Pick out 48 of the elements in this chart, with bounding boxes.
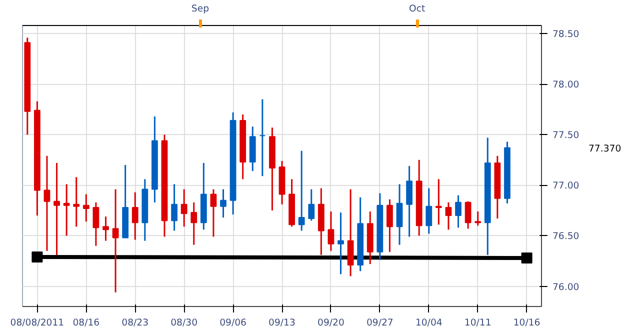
x-tick-label: 09/20 bbox=[318, 318, 344, 328]
candlestick bbox=[112, 188, 119, 294]
candlestick bbox=[328, 210, 334, 252]
y-tick-label: 78.50 bbox=[552, 29, 580, 40]
candlestick bbox=[220, 188, 226, 218]
x-tick-label: 10/16 bbox=[513, 318, 540, 328]
candlestick bbox=[180, 188, 188, 228]
candlestick bbox=[435, 178, 442, 226]
candlestick bbox=[406, 165, 412, 238]
x-tick-label: 08/16 bbox=[72, 318, 100, 328]
candlestick bbox=[386, 198, 393, 253]
x2-tick-label: Oct bbox=[409, 4, 426, 14]
candlestick bbox=[396, 183, 403, 246]
candlestick bbox=[298, 150, 305, 232]
candlestick bbox=[82, 194, 90, 222]
candlestick bbox=[474, 210, 482, 226]
candlestick bbox=[171, 183, 178, 232]
candlestick bbox=[455, 194, 462, 228]
candlestick bbox=[102, 216, 109, 242]
candlestick bbox=[54, 162, 60, 256]
candlestick bbox=[426, 187, 432, 234]
x-tick-label: 10/04 bbox=[415, 318, 442, 328]
x-tick-label: 08/30 bbox=[170, 318, 198, 328]
x2-tick-label: Sep bbox=[191, 4, 210, 14]
candlestick bbox=[464, 200, 472, 230]
x-tick-label: 09/06 bbox=[220, 318, 247, 328]
candlestick bbox=[190, 202, 198, 246]
y-tick-label: 76.50 bbox=[552, 231, 580, 242]
candlestick bbox=[210, 188, 217, 238]
x-tick-label: 09/27 bbox=[366, 318, 394, 328]
y-tick-label: 78.00 bbox=[552, 80, 580, 91]
text: 77.370 bbox=[588, 143, 622, 154]
candlestick bbox=[259, 98, 266, 177]
candlestick bbox=[338, 212, 344, 275]
x-tick-label: 08/23 bbox=[122, 318, 149, 328]
x-tick-label: 08/08/2011 bbox=[10, 318, 64, 328]
candlestick bbox=[63, 183, 70, 236]
candlestick bbox=[44, 155, 50, 252]
candlestick bbox=[73, 176, 80, 228]
y-tick-label: 76.00 bbox=[552, 282, 580, 293]
candlestick bbox=[92, 202, 100, 247]
x-tick-label: 10/11 bbox=[464, 318, 492, 328]
x-tick-label: 09/13 bbox=[268, 318, 296, 328]
candlestick bbox=[308, 188, 315, 222]
candlestick bbox=[132, 192, 138, 241]
y-tick-label: 77.00 bbox=[552, 180, 580, 192]
candlestick bbox=[445, 202, 452, 230]
y-tick-label: 77.50 bbox=[552, 130, 580, 142]
